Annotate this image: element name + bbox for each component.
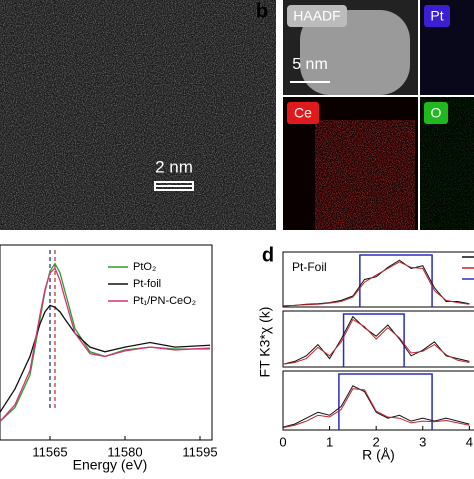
sample-label: Pt-Foil [292,260,327,274]
y-axis-label: FT K3*χ (k) [257,307,273,378]
x-tick-label: 11595 [182,444,217,459]
scale-bar [154,181,194,191]
x-tick-label: 11565 [32,444,67,459]
legend-label: Pt₁/PN-CeO₂ [133,295,196,307]
map-tag [287,5,347,27]
particle [300,10,410,95]
map-tag [424,102,448,124]
x-tick-label: 4 [466,434,473,449]
series-line [0,262,210,422]
x-tick-label: 3 [419,434,426,449]
plot-frame [0,244,213,441]
fit-window [342,313,405,367]
panel-label: b [256,0,268,22]
series-line [282,388,470,429]
panel-label: d [262,244,274,266]
ce-signal [315,120,415,230]
x-axis-label: R (Å) [362,447,395,463]
map-label: O [431,105,442,121]
plot-frame [282,310,474,368]
series-line [282,318,470,365]
x-axis-label: Energy (eV) [73,457,148,473]
map-tag [424,5,450,27]
series-line [282,315,470,365]
x-tick-label: 0 [279,434,286,449]
map-label: HAADF [293,8,340,24]
map-label: Ce [294,105,312,121]
series-line [0,267,211,422]
scale-label: 2 nm [155,157,193,176]
scale-label: 5 nm [292,56,328,73]
x-tick-label: 1 [326,434,333,449]
legend-label: Pt-foil [133,278,161,290]
plot-frame [282,251,474,308]
stem-texture [0,0,276,230]
x-tick-label: 11580 [107,444,142,459]
legend-label: PtO₂ [133,261,156,273]
map-tag [287,102,319,124]
series-line [282,261,470,307]
series-line [282,385,470,428]
plot-frame [282,370,474,431]
fit-window [338,373,433,430]
x-tick-label: 2 [373,434,380,449]
fit-window [359,254,433,307]
map-label: Pt [430,8,443,24]
series-line [282,259,470,307]
